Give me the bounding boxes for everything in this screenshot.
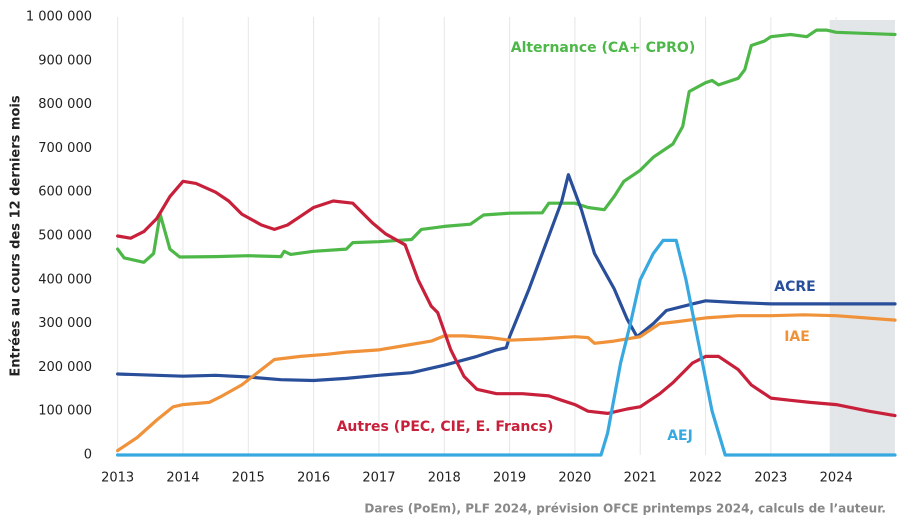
source-note: Dares (PoEm), PLF 2024, prévision OFCE p… [364,502,886,516]
x-tick-label: 2019 [493,471,526,486]
x-tick-label: 2014 [166,471,199,486]
y-tick-label: 600 000 [38,185,92,200]
series-label: ACRE [774,279,815,295]
y-tick-label: 500 000 [38,229,92,244]
y-tick-label: 700 000 [38,141,92,156]
series-line [116,173,897,383]
series-line [116,28,897,264]
x-tick-label: 2022 [689,471,722,486]
forecast-shade [829,20,895,455]
x-tick-label: 2023 [754,471,787,486]
x-tick-label: 2016 [297,471,330,486]
series-label: IAE [784,329,810,345]
y-tick-label: 800 000 [38,97,92,112]
y-tick-label: 0 [84,448,92,463]
series-label: Alternance (CA+ CPRO) [511,40,696,56]
x-tick-label: 2018 [428,471,461,486]
y-tick-label: 400 000 [38,272,92,287]
y-tick-label: 900 000 [38,53,92,68]
x-tick-label: 2015 [232,471,265,486]
y-axis-title: Entrées au cours des 12 derniers mois [9,95,24,376]
x-tick-label: 2013 [101,471,134,486]
x-tick-label: 2024 [820,471,853,486]
background [117,17,895,455]
series-line [116,238,897,457]
y-tick-label: 200 000 [38,360,92,375]
y-tick-label: 300 000 [38,316,92,331]
series-line [116,179,897,418]
series-label: AEJ [667,428,693,444]
y-tick-label: 100 000 [38,404,92,419]
series-label: Autres (PEC, CIE, E. Francs) [337,419,554,435]
x-tick-label: 2020 [558,471,591,486]
x-tick-label: 2021 [624,471,657,486]
y-tick-label: 1 000 000 [26,10,92,25]
x-tick-label: 2017 [362,471,395,486]
